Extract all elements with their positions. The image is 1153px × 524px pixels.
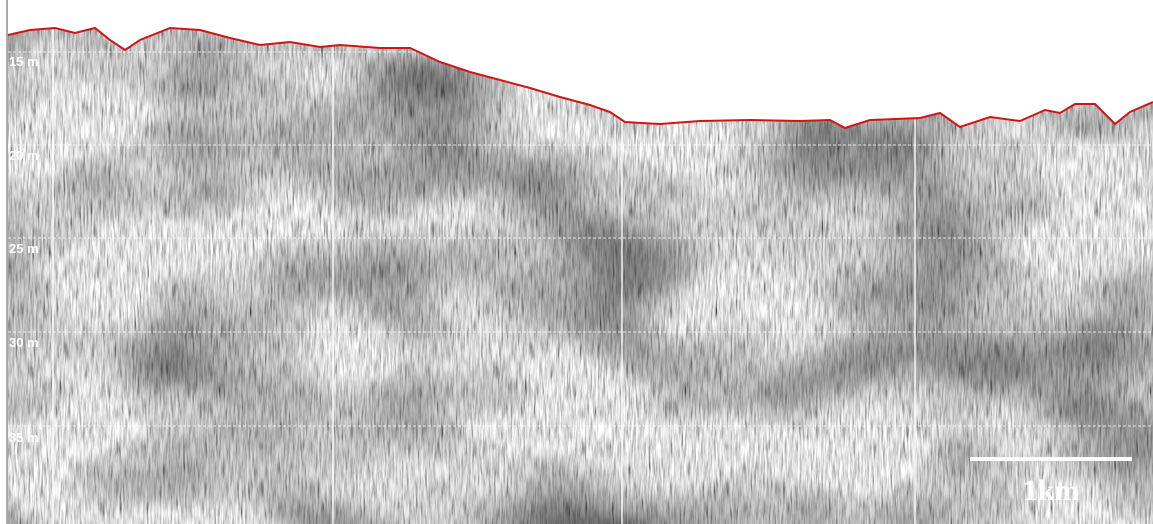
depth-label: 15 m xyxy=(9,54,39,69)
echogram xyxy=(8,0,1153,524)
profile-view: 15 m 20 m 25 m 30 m 35 m 1km xyxy=(0,0,1153,524)
depth-label: 25 m xyxy=(9,241,39,256)
depth-label: 20 m xyxy=(9,148,39,163)
depth-label: 30 m xyxy=(9,335,39,350)
depth-label: 35 m xyxy=(9,430,39,445)
scale-bar-label: 1km xyxy=(1023,474,1080,507)
